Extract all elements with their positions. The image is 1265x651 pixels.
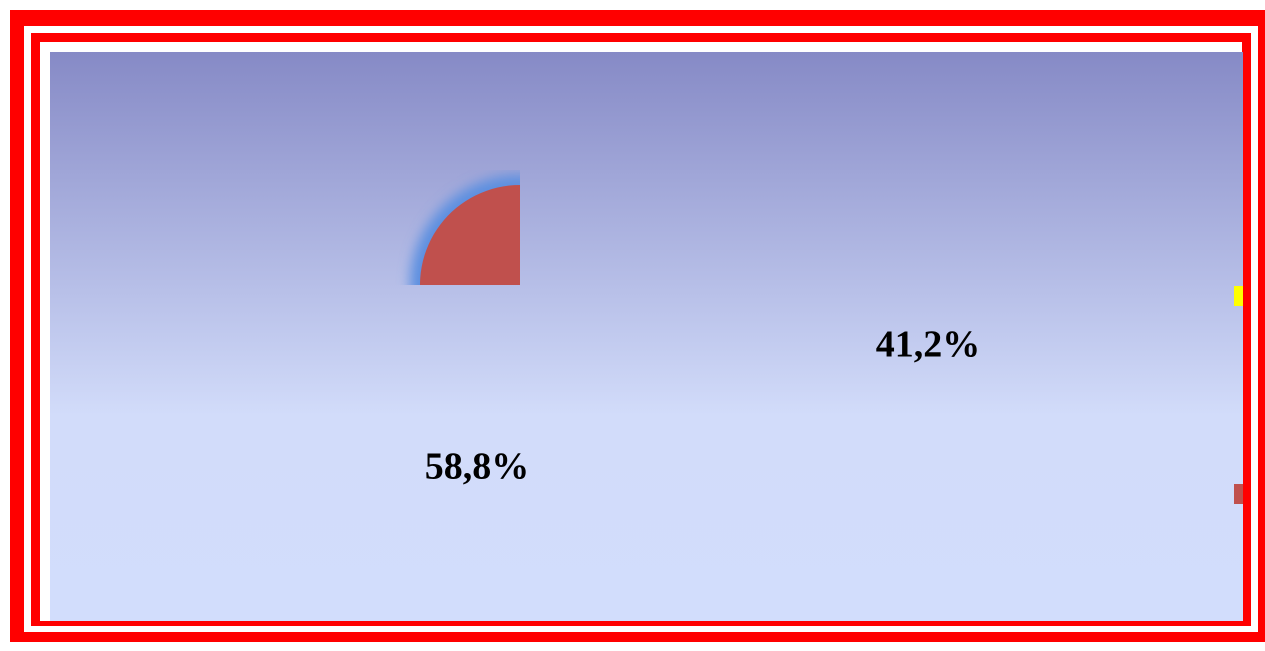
- data-label: 58,8%: [425, 446, 530, 488]
- legend-swatch: [1234, 286, 1243, 306]
- legend-swatch: [1234, 484, 1243, 504]
- data-label: 41,2%: [876, 324, 981, 366]
- pie: [410, 175, 520, 285]
- legend: [1234, 286, 1243, 504]
- labels: 41,2% 58,8%: [425, 324, 981, 488]
- slide-background: [50, 52, 1243, 621]
- pie-slice: [420, 185, 520, 285]
